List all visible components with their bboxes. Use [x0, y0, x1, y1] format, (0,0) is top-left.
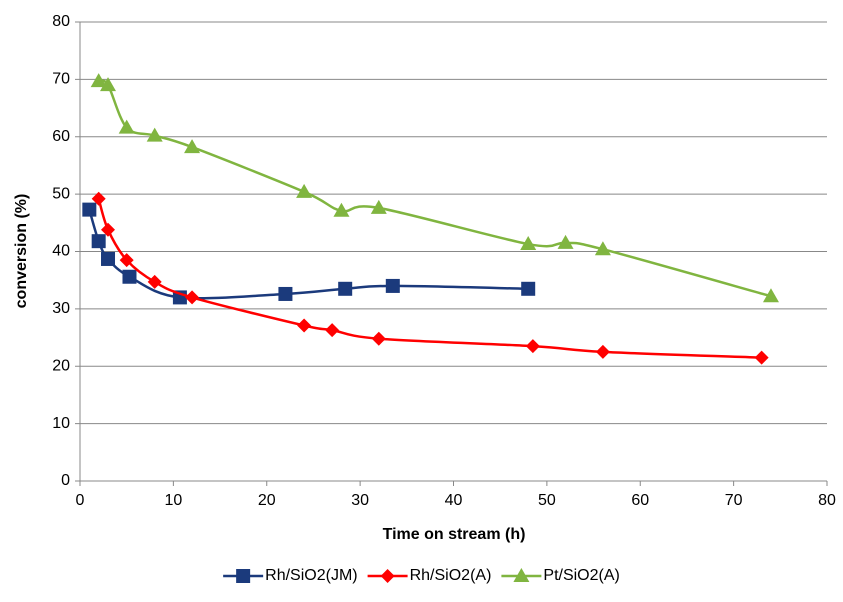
marker	[101, 251, 116, 266]
y-tick-label: 0	[61, 472, 70, 489]
marker	[91, 191, 106, 206]
series-line	[97, 198, 762, 359]
legend-item: Rh/SiO2(A)	[367, 567, 492, 584]
marker	[370, 199, 387, 214]
legend-item: Rh/SiO2(JM)	[223, 567, 358, 584]
y-tick-label: 60	[52, 128, 70, 145]
marker	[521, 281, 536, 296]
marker	[90, 73, 107, 88]
marker	[380, 569, 395, 583]
marker	[325, 323, 340, 338]
marker	[594, 241, 611, 256]
marker	[296, 183, 313, 198]
marker	[146, 127, 163, 142]
marker	[557, 234, 574, 249]
marker	[754, 350, 769, 365]
marker	[184, 139, 201, 154]
x-tick-label: 30	[351, 492, 369, 509]
x-tick-label: 20	[258, 492, 276, 509]
marker	[513, 568, 530, 582]
y-tick-label: 80	[52, 13, 70, 30]
marker	[338, 281, 353, 296]
legend-label: Rh/SiO2(A)	[410, 567, 492, 584]
x-axis-label: Time on stream (h)	[383, 526, 526, 543]
marker	[525, 339, 540, 354]
marker	[236, 569, 251, 583]
marker	[185, 290, 200, 305]
y-tick-label: 30	[52, 300, 70, 317]
marker	[595, 344, 610, 359]
marker	[762, 288, 779, 303]
marker	[119, 253, 134, 268]
x-tick-label: 70	[725, 492, 743, 509]
marker	[122, 269, 137, 284]
marker	[100, 77, 117, 92]
marker	[82, 202, 97, 217]
marker	[118, 119, 135, 134]
marker	[91, 234, 106, 249]
marker	[333, 202, 350, 217]
x-tick-label: 50	[538, 492, 556, 509]
x-tick-label: 10	[164, 492, 182, 509]
y-tick-label: 40	[52, 243, 70, 260]
x-tick-label: 0	[76, 492, 85, 509]
x-tick-label: 40	[445, 492, 463, 509]
marker	[147, 274, 162, 289]
y-tick-label: 70	[52, 71, 70, 88]
y-tick-label: 50	[52, 185, 70, 202]
marker	[385, 278, 400, 293]
y-axis-label: conversion (%)	[13, 194, 30, 309]
marker	[297, 318, 312, 333]
legend-label: Rh/SiO2(JM)	[265, 567, 357, 584]
marker	[278, 286, 293, 301]
legend-label: Pt/SiO2(A)	[543, 567, 619, 584]
marker	[371, 331, 386, 346]
x-tick-label: 60	[631, 492, 649, 509]
x-tick-label: 80	[818, 492, 836, 509]
legend-item: Pt/SiO2(A)	[501, 567, 620, 584]
marker	[520, 236, 537, 251]
marker	[101, 222, 116, 237]
series-line	[98, 79, 772, 298]
y-tick-label: 10	[52, 415, 70, 432]
y-tick-label: 20	[52, 357, 70, 374]
